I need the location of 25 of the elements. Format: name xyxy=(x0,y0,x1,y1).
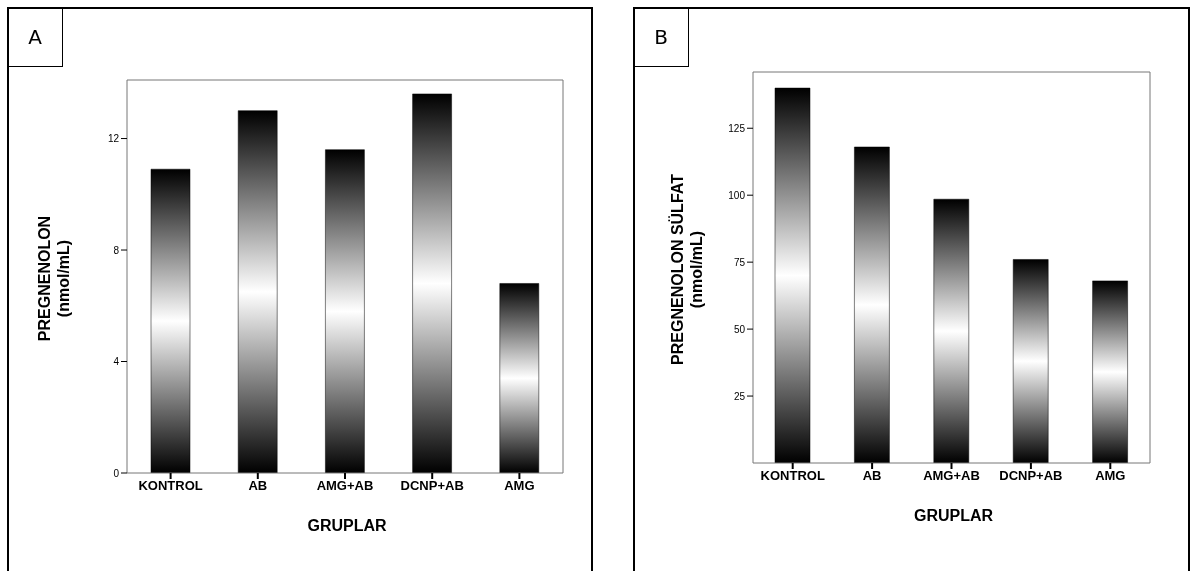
y-tick-label: 25 xyxy=(733,390,746,402)
x-tick-label: AMG+AB xyxy=(923,468,980,484)
y-tick-label: 8 xyxy=(113,244,120,256)
x-axis-title: GRUPLAR xyxy=(913,507,994,524)
x-tick-label: DCNP+AB xyxy=(999,468,1063,484)
x-tick-label: DCNP+AB xyxy=(400,478,464,494)
x-tick-label: AB xyxy=(862,468,882,484)
y-tick-label: 50 xyxy=(733,323,746,335)
y-tick-label: 75 xyxy=(733,256,746,268)
x-tick-label: AMG xyxy=(504,478,535,494)
y-tick-label: 0 xyxy=(113,467,120,479)
y-axis-title: PREGNENOLON SÜLFAT (nmol/mL) xyxy=(668,173,705,365)
chart-title: B xyxy=(633,7,689,67)
y-tick-label: 100 xyxy=(728,189,746,201)
x-tick-label: KONTROL xyxy=(138,478,203,494)
y-tick-label: 12 xyxy=(107,133,120,145)
y-tick-label: 4 xyxy=(113,356,120,368)
x-tick-label: AMG+AB xyxy=(316,478,374,494)
x-tick-label: AB xyxy=(248,478,268,494)
x-tick-label: AMG xyxy=(1095,468,1126,484)
x-axis-title: GRUPLAR xyxy=(307,517,387,534)
y-axis-title: PREGNENOLON (nmol/mL) xyxy=(36,215,72,342)
x-tick-label: KONTROL xyxy=(760,468,825,484)
chart-title: A xyxy=(7,7,63,67)
y-tick-label: 125 xyxy=(728,122,746,134)
